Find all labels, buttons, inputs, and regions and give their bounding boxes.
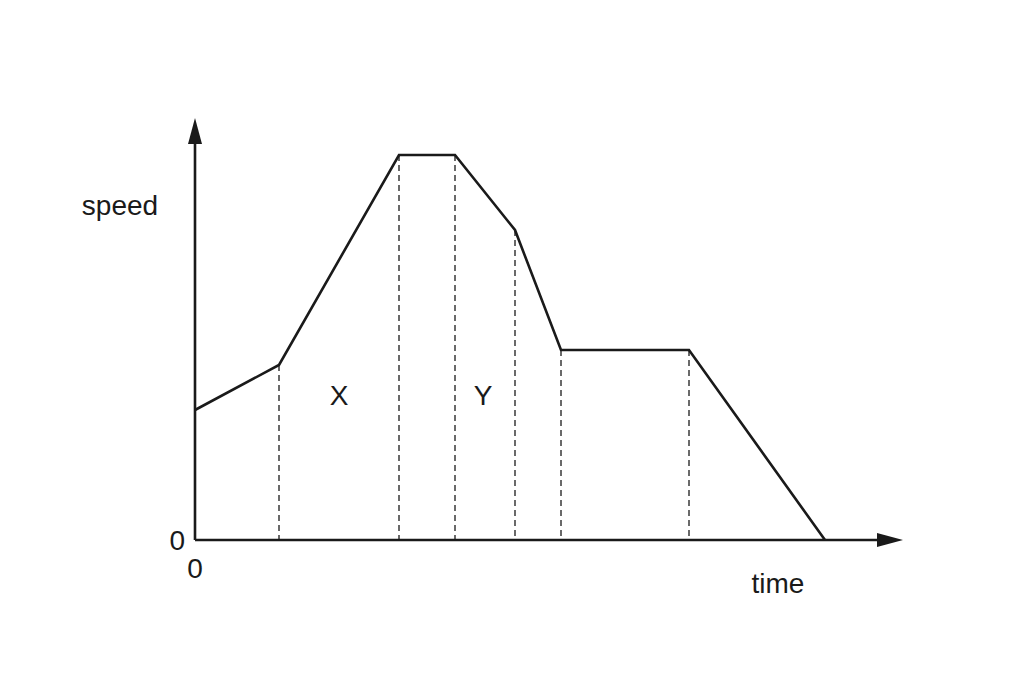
plot-area bbox=[195, 155, 825, 540]
drop-line bbox=[560, 350, 561, 540]
drop-line bbox=[514, 230, 515, 540]
drop-line bbox=[454, 155, 455, 540]
y-axis bbox=[194, 136, 197, 540]
drop-line bbox=[278, 365, 279, 540]
x-axis-arrow bbox=[877, 533, 903, 547]
x-axis bbox=[195, 539, 885, 542]
speed-line bbox=[195, 155, 825, 540]
region-label: Y bbox=[474, 380, 493, 411]
x-axis-label: time bbox=[752, 568, 805, 599]
x-tick-label: 0 bbox=[187, 553, 203, 584]
y-axis-label: speed bbox=[82, 190, 158, 221]
drop-line bbox=[688, 350, 689, 540]
chart: 00 speed time X Y bbox=[0, 0, 1024, 687]
y-axis-arrow bbox=[188, 118, 202, 144]
drop-line bbox=[398, 155, 399, 540]
region-label: X bbox=[330, 380, 349, 411]
y-tick-label: 0 bbox=[169, 525, 185, 556]
